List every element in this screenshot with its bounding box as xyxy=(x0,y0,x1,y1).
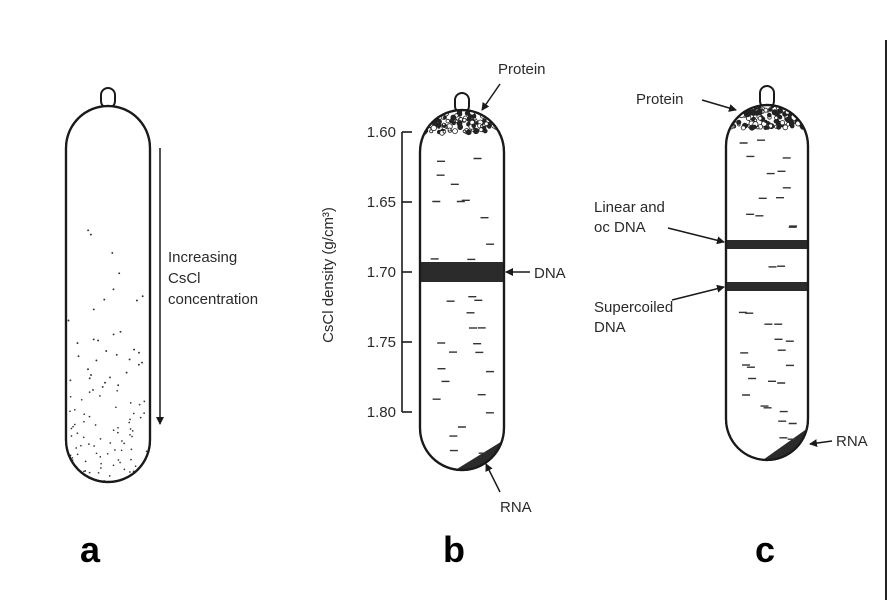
linear-dna-label-2: oc DNA xyxy=(594,219,646,236)
tick-label: 1.65 xyxy=(367,194,396,211)
tick-label: 1.75 xyxy=(367,334,396,351)
protein-label: Protein xyxy=(636,91,684,108)
gradient-dashes xyxy=(430,157,495,454)
linear-dna-band xyxy=(726,240,808,249)
rna-label: RNA xyxy=(500,499,532,516)
gradient-dots xyxy=(67,229,148,482)
supercoiled-dna-band xyxy=(726,282,808,291)
annotation-line-2: CsCl xyxy=(168,270,201,287)
panel-a: Increasing CsCl concentration a xyxy=(64,87,258,570)
panel-b: CsCl density (g/cm³) 1.60 1.65 1.70 1.75… xyxy=(320,61,566,570)
axis-label: CsCl density (g/cm³) xyxy=(320,207,337,343)
panel-letter-a: a xyxy=(80,529,101,570)
dna-label: DNA xyxy=(534,265,566,282)
panel-c: Protein Linear and oc DNA Supercoiled DN… xyxy=(594,85,868,570)
annotation-line-3: concentration xyxy=(168,291,258,308)
annotation-line-1: Increasing xyxy=(168,249,237,266)
tick-label: 1.80 xyxy=(367,404,396,421)
tube-a xyxy=(64,104,152,484)
tick-label: 1.60 xyxy=(367,124,396,141)
rna-label: RNA xyxy=(836,433,868,450)
tick-label: 1.70 xyxy=(367,264,396,281)
dna-band xyxy=(420,262,504,282)
supercoiled-label-2: DNA xyxy=(594,319,626,336)
protein-label: Protein xyxy=(498,61,546,78)
supercoiled-label-1: Supercoiled xyxy=(594,299,673,316)
linear-dna-label-1: Linear and xyxy=(594,199,665,216)
panel-letter-b: b xyxy=(443,529,465,570)
panel-letter-c: c xyxy=(755,529,775,570)
gradient-dashes xyxy=(738,139,798,440)
tube-b xyxy=(418,108,506,472)
